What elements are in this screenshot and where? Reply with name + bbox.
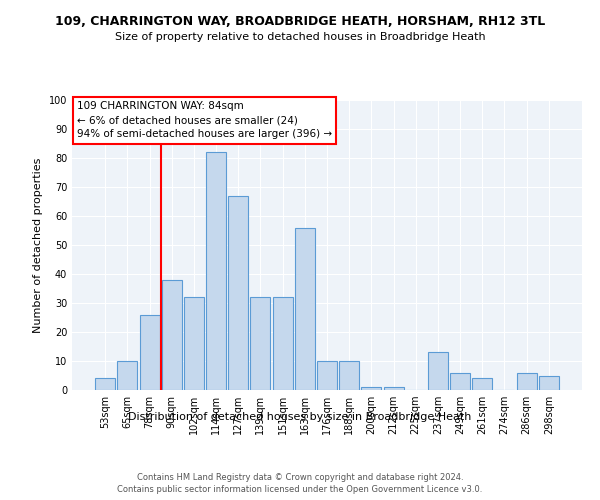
Bar bbox=[450, 372, 470, 390]
Bar bbox=[361, 387, 382, 390]
Bar bbox=[472, 378, 492, 390]
Bar bbox=[517, 372, 536, 390]
Bar bbox=[250, 297, 271, 390]
Text: 109 CHARRINGTON WAY: 84sqm
← 6% of detached houses are smaller (24)
94% of semi-: 109 CHARRINGTON WAY: 84sqm ← 6% of detac… bbox=[77, 102, 332, 140]
Text: Contains public sector information licensed under the Open Government Licence v3: Contains public sector information licen… bbox=[118, 485, 482, 494]
Bar bbox=[95, 378, 115, 390]
Bar bbox=[539, 376, 559, 390]
Text: Distribution of detached houses by size in Broadbridge Heath: Distribution of detached houses by size … bbox=[128, 412, 472, 422]
Bar bbox=[118, 361, 137, 390]
Bar bbox=[383, 387, 404, 390]
Bar bbox=[272, 297, 293, 390]
Bar bbox=[206, 152, 226, 390]
Text: Contains HM Land Registry data © Crown copyright and database right 2024.: Contains HM Land Registry data © Crown c… bbox=[137, 472, 463, 482]
Bar bbox=[428, 352, 448, 390]
Text: Size of property relative to detached houses in Broadbridge Heath: Size of property relative to detached ho… bbox=[115, 32, 485, 42]
Text: 109, CHARRINGTON WAY, BROADBRIDGE HEATH, HORSHAM, RH12 3TL: 109, CHARRINGTON WAY, BROADBRIDGE HEATH,… bbox=[55, 15, 545, 28]
Bar bbox=[317, 361, 337, 390]
Bar bbox=[228, 196, 248, 390]
Y-axis label: Number of detached properties: Number of detached properties bbox=[33, 158, 43, 332]
Bar bbox=[339, 361, 359, 390]
Bar bbox=[162, 280, 182, 390]
Bar bbox=[184, 297, 204, 390]
Bar bbox=[295, 228, 315, 390]
Bar bbox=[140, 314, 160, 390]
